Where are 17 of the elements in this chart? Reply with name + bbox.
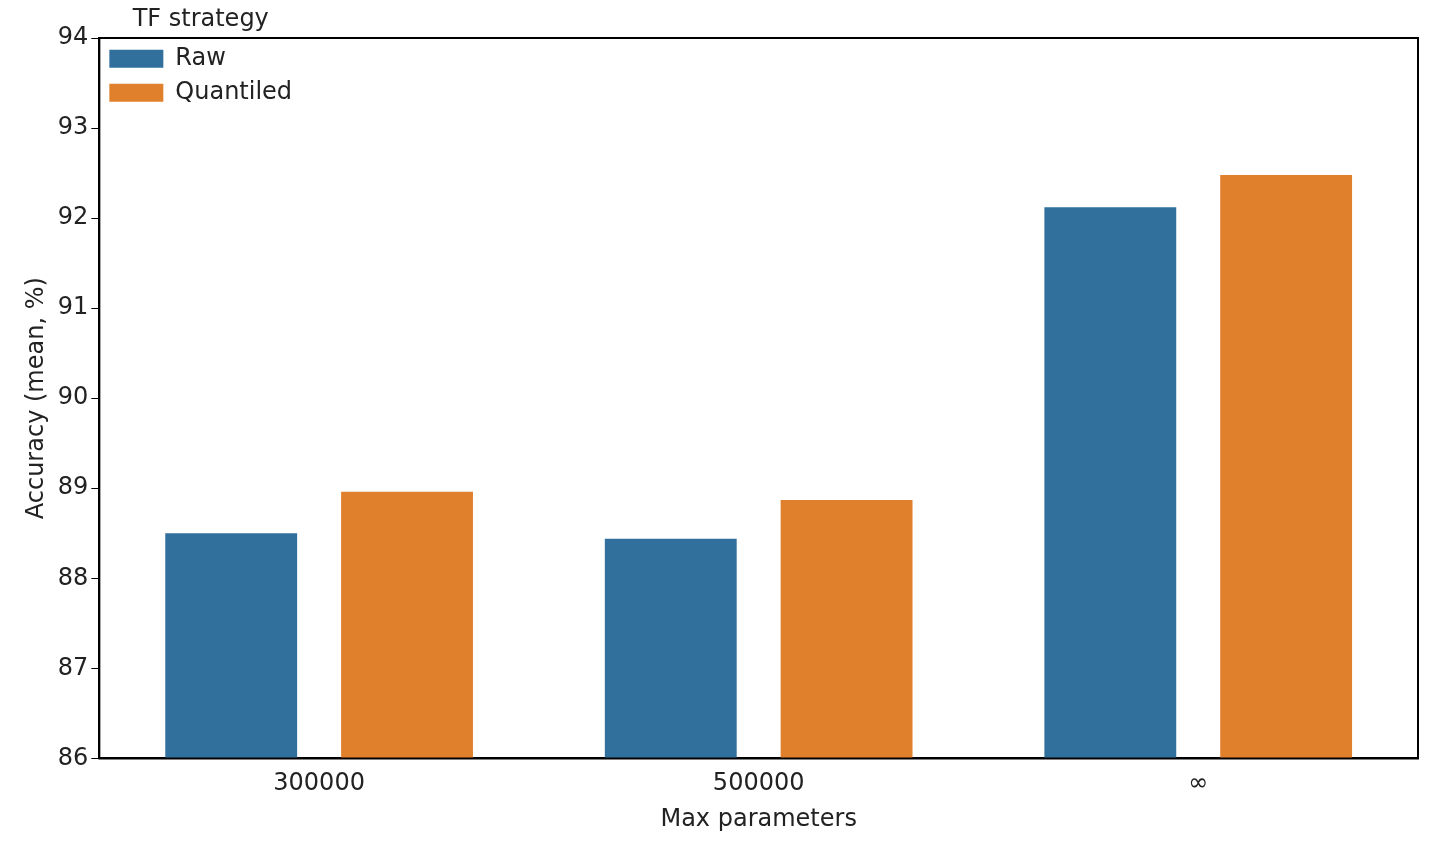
legend-title: TF strategy (131, 4, 269, 33)
y-tick-label: 87 (57, 652, 89, 681)
legend-label: Quantiled (175, 77, 293, 106)
x-tick-label: ∞ (1188, 768, 1209, 797)
y-tick-label: 93 (57, 112, 89, 141)
x-tick-label: 300000 (273, 768, 365, 797)
y-axis-title: Accuracy (mean, %) (20, 277, 49, 520)
y-tick-label: 91 (57, 292, 89, 321)
y-tick-label: 94 (57, 22, 89, 51)
y-tick-label: 90 (57, 382, 89, 411)
x-axis-title: Max parameters (660, 803, 857, 832)
legend-label: Raw (175, 43, 226, 72)
y-tick-label: 89 (57, 472, 89, 501)
x-tick-label: 500000 (712, 768, 805, 797)
y-tick-label: 86 (57, 742, 89, 771)
y-tick-label: 92 (57, 202, 89, 231)
y-tick-label: 88 (57, 562, 89, 591)
